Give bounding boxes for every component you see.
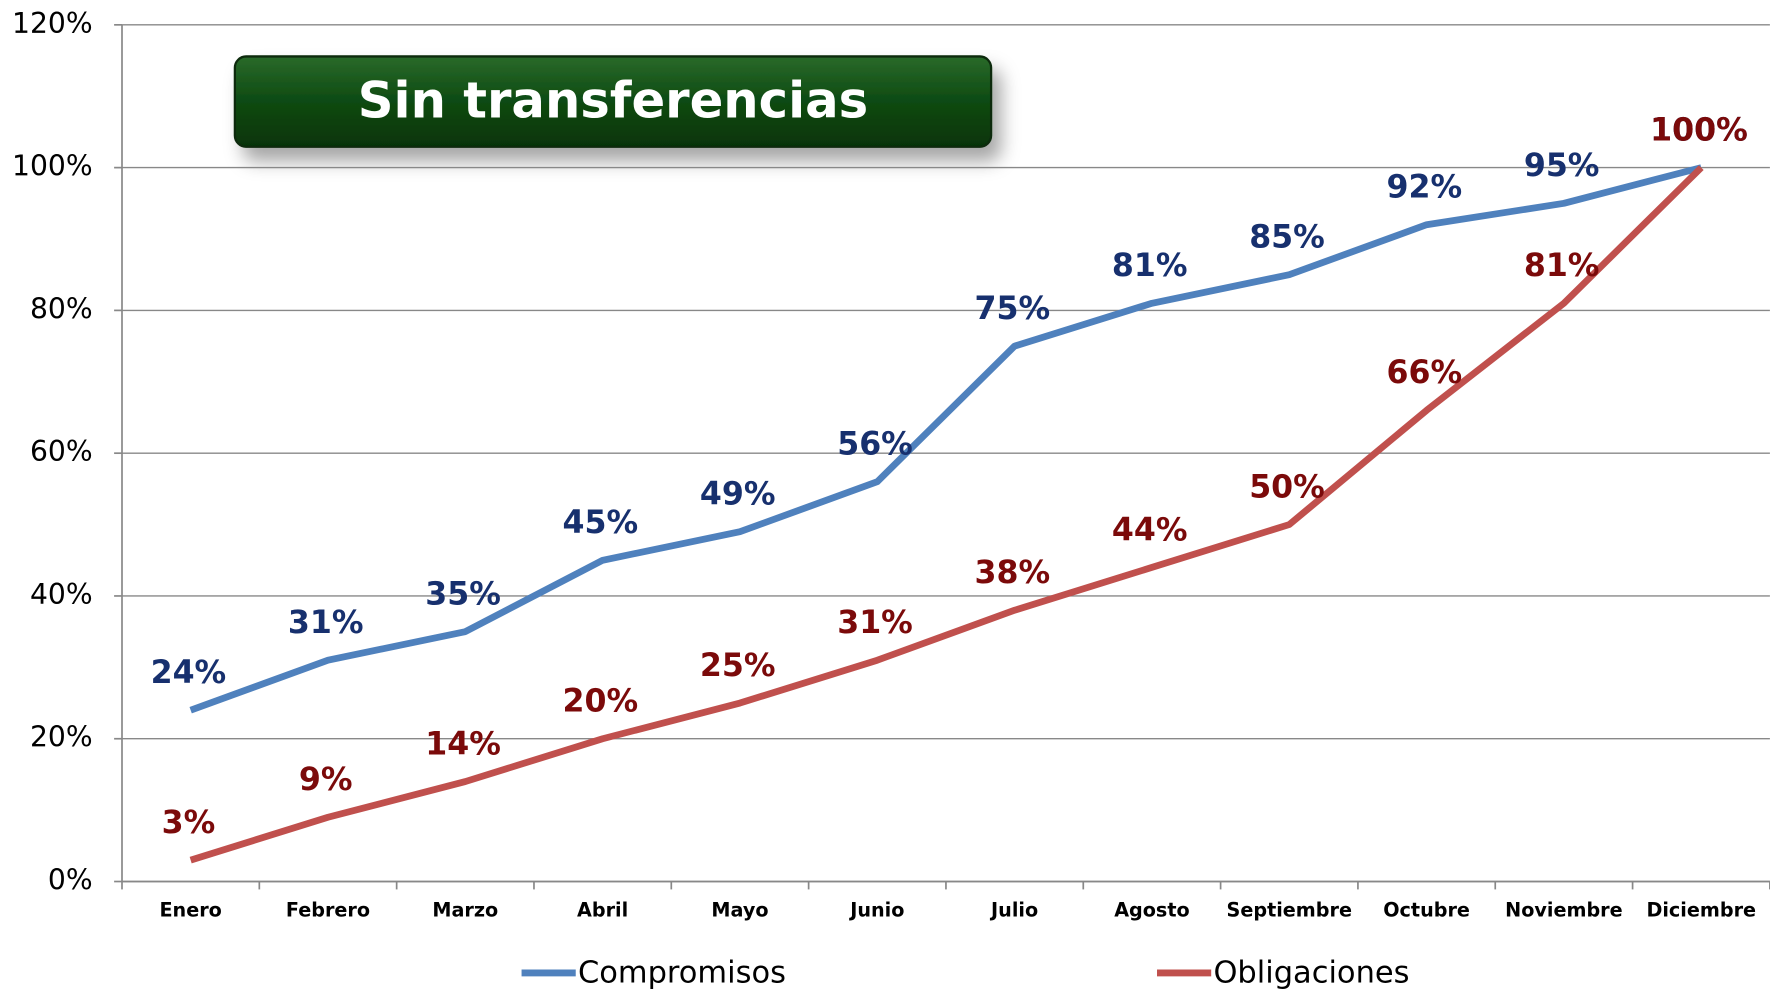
data-label: 85% <box>1249 220 1325 256</box>
x-tick-label: Septiembre <box>1227 898 1352 921</box>
y-tick-label: 40% <box>30 578 93 611</box>
x-tick-label: Octubre <box>1383 898 1470 921</box>
y-tick-label: 0% <box>48 864 93 897</box>
data-label: 14% <box>425 726 501 762</box>
x-tick-label: Agosto <box>1114 898 1189 921</box>
x-tick-label: Noviembre <box>1505 898 1622 921</box>
data-label: 31% <box>837 605 913 641</box>
data-label: 31% <box>288 605 364 641</box>
chart-title: Sin transferencias <box>358 71 868 129</box>
x-tick-label: Diciembre <box>1646 898 1756 921</box>
data-label: 75% <box>975 291 1051 327</box>
x-tick-label: Junio <box>848 898 904 921</box>
data-label: 66% <box>1387 355 1463 391</box>
data-label: 81% <box>1524 248 1600 284</box>
data-label: 20% <box>563 684 639 720</box>
y-tick-label: 80% <box>30 292 93 325</box>
x-tick-label: Febrero <box>286 898 370 921</box>
legend-label: Compromisos <box>578 956 786 991</box>
x-tick-label: Enero <box>159 898 221 921</box>
data-label: 50% <box>1249 469 1325 505</box>
data-label: 35% <box>425 577 501 613</box>
data-label: 95% <box>1524 148 1600 184</box>
data-label: 81% <box>1112 248 1188 284</box>
y-tick-label: 120% <box>12 7 93 40</box>
data-label: 100% <box>1650 112 1748 148</box>
data-label: 9% <box>299 762 353 798</box>
x-tick-label: Abril <box>577 898 628 921</box>
title-box <box>233 55 993 148</box>
data-label: 100% <box>1650 112 1748 148</box>
data-label: 24% <box>151 655 227 691</box>
data-label: 25% <box>700 648 776 684</box>
x-tick-label: Julio <box>989 898 1038 921</box>
data-label: 3% <box>162 805 216 841</box>
series-line <box>189 165 1704 864</box>
data-label: 92% <box>1387 170 1463 206</box>
y-tick-label: 100% <box>12 150 93 183</box>
data-label: 49% <box>700 477 776 513</box>
data-label: 45% <box>563 505 639 541</box>
legend-label: Obligaciones <box>1213 956 1409 991</box>
y-tick-label: 60% <box>30 435 93 468</box>
data-label: 38% <box>975 555 1051 591</box>
data-label: 56% <box>837 427 913 463</box>
data-label: 44% <box>1112 512 1188 548</box>
x-tick-label: Marzo <box>432 898 498 921</box>
y-tick-label: 20% <box>30 721 93 754</box>
series-line <box>189 164 1703 714</box>
x-tick-label: Mayo <box>711 898 768 921</box>
